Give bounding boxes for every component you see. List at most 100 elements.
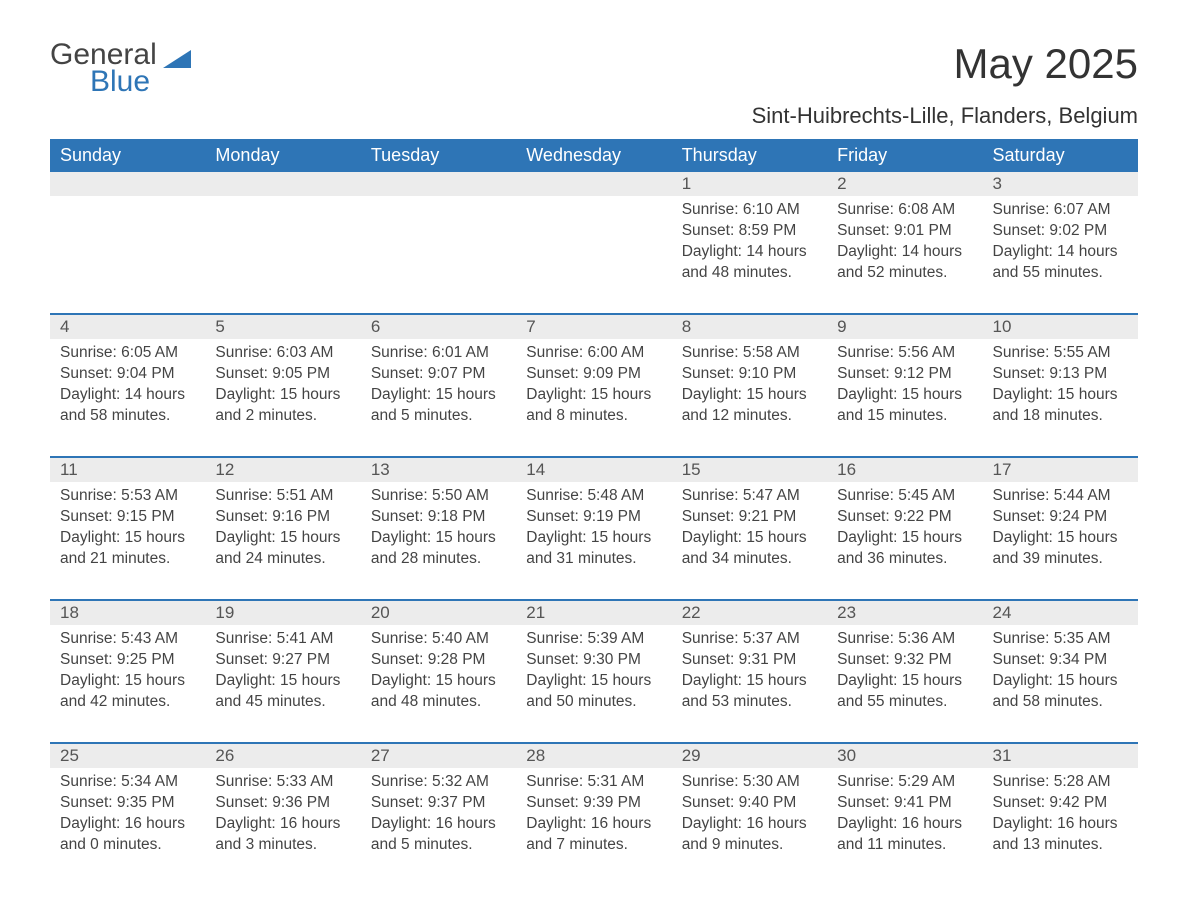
day-number-cell	[361, 172, 516, 196]
day-number: 23	[837, 603, 856, 622]
sunset-line: Sunset: 9:40 PM	[682, 793, 817, 814]
day-content-row: Sunrise: 5:34 AM Sunset: 9:35 PM Daylight:…	[50, 768, 1138, 886]
daylight-line: Daylight: 14 hours and 58 minutes.	[60, 385, 195, 427]
day-cell: Sunrise: 5:36 AMSunset: 9:32 PMDaylight:…	[827, 625, 982, 743]
day-number: 27	[371, 746, 390, 765]
sunset-line-value: 9:13 PM	[1049, 365, 1107, 382]
sunset-line: Sunset: 9:02 PM	[993, 221, 1128, 242]
sunrise-line-label: Sunrise:	[993, 630, 1054, 647]
sunrise-line-value: 5:32 AM	[432, 773, 489, 790]
daylight-line-label: Daylight:	[837, 386, 902, 403]
day-number: 26	[215, 746, 234, 765]
sunrise-line-value: 5:47 AM	[743, 487, 800, 504]
daynum-row: 25262728293031	[50, 743, 1138, 768]
day-content-row: Sunrise: 5:53 AMSunset: 9:15 PMDaylight:…	[50, 482, 1138, 600]
sunset-line: Sunset: 9:22 PM	[837, 507, 972, 528]
sunset-line-label: Sunset:	[682, 508, 739, 525]
sunset-line-value: 9:35 PM	[117, 794, 175, 811]
sunrise-line: Sunrise: 6:00 AM	[526, 343, 661, 364]
sunrise-line: Sunrise: 5:50 AM	[371, 486, 506, 507]
day-number: 2	[837, 174, 846, 193]
daylight-line-label: Daylight:	[837, 243, 902, 260]
sunset-line: Sunset: 9:27 PM	[215, 650, 350, 671]
sunrise-line-value: 5:40 AM	[432, 630, 489, 647]
day-cell: Sunrise: 5:30 AMSunset: 9:40 PMDaylight:…	[672, 768, 827, 886]
day-number-cell: 30	[827, 743, 982, 768]
logo-triangle-icon	[163, 46, 191, 73]
day-cell: Sunrise: 5:53 AMSunset: 9:15 PMDaylight:…	[50, 482, 205, 600]
sunset-line-label: Sunset:	[215, 651, 272, 668]
day-number-cell	[516, 172, 671, 196]
day-number: 13	[371, 460, 390, 479]
sunrise-line: Sunrise: 5:33 AM	[215, 772, 350, 793]
sunrise-line: Sunrise: 5:47 AM	[682, 486, 817, 507]
day-number: 7	[526, 317, 535, 336]
calendar-table: Sunday Monday Tuesday Wednesday Thursday…	[50, 139, 1138, 886]
day-number-cell: 21	[516, 600, 671, 625]
sunset-line-label: Sunset:	[993, 365, 1050, 382]
day-cell: Sunrise: 5:32 AMSunset: 9:37 PMDaylight:…	[361, 768, 516, 886]
sunrise-line-value: 5:56 AM	[898, 344, 955, 361]
sunset-line-label: Sunset:	[215, 794, 272, 811]
daylight-line-label: Daylight:	[60, 815, 125, 832]
sunrise-line: Sunrise: 5:34 AM	[60, 772, 195, 793]
day-cell: Sunrise: 5:44 AMSunset: 9:24 PMDaylight:…	[983, 482, 1138, 600]
daylight-line: Daylight: 15 hours and 24 minutes.	[215, 528, 350, 570]
sunrise-line-label: Sunrise:	[60, 344, 121, 361]
sunrise-line: Sunrise: 6:03 AM	[215, 343, 350, 364]
sunset-line: Sunset: 9:10 PM	[682, 364, 817, 385]
sunrise-line-label: Sunrise:	[993, 201, 1054, 218]
day-number: 30	[837, 746, 856, 765]
daylight-line: Daylight: 15 hours and 8 minutes.	[526, 385, 661, 427]
day-number-cell: 8	[672, 314, 827, 339]
sunset-line-value: 9:37 PM	[428, 794, 486, 811]
sunrise-line-value: 5:39 AM	[587, 630, 644, 647]
sunrise-line: Sunrise: 5:37 AM	[682, 629, 817, 650]
daylight-line-label: Daylight:	[682, 529, 747, 546]
sunrise-line-label: Sunrise:	[215, 487, 276, 504]
daylight-line: Daylight: 16 hours and 13 minutes.	[993, 814, 1128, 856]
sunset-line-value: 9:25 PM	[117, 651, 175, 668]
calendar-body: 123Sunrise: 6:10 AMSunset: 8:59 PMDaylig…	[50, 172, 1138, 886]
sunset-line-value: 9:41 PM	[894, 794, 952, 811]
sunrise-line: Sunrise: 5:39 AM	[526, 629, 661, 650]
sunrise-line-value: 6:00 AM	[587, 344, 644, 361]
daylight-line: Daylight: 15 hours and 15 minutes.	[837, 385, 972, 427]
daylight-line-label: Daylight:	[682, 386, 747, 403]
sunset-line-value: 9:24 PM	[1049, 508, 1107, 525]
day-cell: Sunrise: 5:50 AMSunset: 9:18 PMDaylight:…	[361, 482, 516, 600]
day-number: 4	[60, 317, 69, 336]
daylight-line: Daylight: 15 hours and 39 minutes.	[993, 528, 1128, 570]
day-number-cell: 25	[50, 743, 205, 768]
day-number: 18	[60, 603, 79, 622]
day-number: 22	[682, 603, 701, 622]
daylight-line: Daylight: 16 hours and 7 minutes.	[526, 814, 661, 856]
sunrise-line-value: 5:53 AM	[121, 487, 178, 504]
sunset-line-label: Sunset:	[371, 365, 428, 382]
daylight-line: Daylight: 15 hours and 58 minutes.	[993, 671, 1128, 713]
sunset-line: Sunset: 9:13 PM	[993, 364, 1128, 385]
sunset-line-value: 9:27 PM	[272, 651, 330, 668]
day-cell: Sunrise: 5:37 AMSunset: 9:31 PMDaylight:…	[672, 625, 827, 743]
day-cell	[516, 196, 671, 314]
day-number: 12	[215, 460, 234, 479]
sunrise-line-value: 6:05 AM	[121, 344, 178, 361]
day-cell: Sunrise: 6:01 AMSunset: 9:07 PMDaylight:…	[361, 339, 516, 457]
weekday-header: Monday	[205, 139, 360, 172]
weekday-header-row: Sunday Monday Tuesday Wednesday Thursday…	[50, 139, 1138, 172]
weekday-header: Friday	[827, 139, 982, 172]
sunrise-line-label: Sunrise:	[371, 344, 432, 361]
sunset-line-value: 9:40 PM	[739, 794, 797, 811]
header: General Blue May 2025	[50, 40, 1138, 97]
sunset-line-label: Sunset:	[215, 508, 272, 525]
daylight-line: Daylight: 14 hours and 55 minutes.	[993, 242, 1128, 284]
daylight-line-label: Daylight:	[371, 386, 436, 403]
sunrise-line: Sunrise: 6:10 AM	[682, 200, 817, 221]
sunrise-line-label: Sunrise:	[215, 630, 276, 647]
day-number-cell: 29	[672, 743, 827, 768]
sunrise-line-value: 6:10 AM	[743, 201, 800, 218]
daylight-line-label: Daylight:	[215, 529, 280, 546]
day-number-cell: 15	[672, 457, 827, 482]
daylight-line-label: Daylight:	[837, 672, 902, 689]
day-number: 16	[837, 460, 856, 479]
